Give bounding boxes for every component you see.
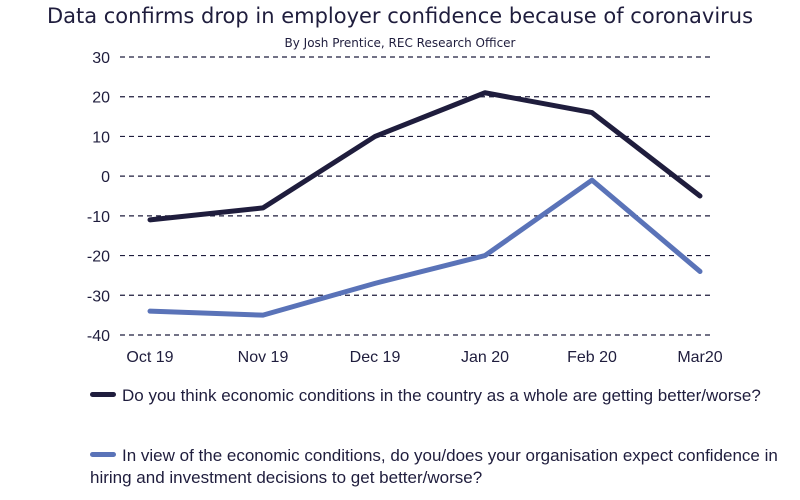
- legend-swatch-blue: [90, 452, 116, 458]
- y-tick-label: -40: [87, 328, 110, 345]
- legend-item-economic-conditions: Do you think economic conditions in the …: [90, 385, 780, 407]
- y-tick-label: 20: [92, 90, 110, 107]
- legend-label-hiring-confidence: In view of the economic conditions, do y…: [90, 446, 778, 487]
- x-tick-label: Dec 19: [350, 349, 401, 366]
- x-tick-label: Nov 19: [238, 349, 289, 366]
- chart-title: Data confirms drop in employer confidenc…: [46, 4, 754, 28]
- x-tick-label: Mar20: [677, 349, 722, 366]
- legend-label-economic-conditions: Do you think economic conditions in the …: [122, 386, 761, 405]
- y-tick-label: 10: [92, 129, 110, 146]
- y-tick-label: -30: [87, 288, 110, 305]
- legend-swatch-dark: [90, 392, 116, 398]
- x-tick-label: Feb 20: [567, 349, 617, 366]
- series-line-1: [147, 177, 703, 318]
- x-tick-label: Jan 20: [461, 349, 509, 366]
- y-tick-label: -10: [87, 209, 110, 226]
- y-tick-label: 30: [92, 50, 110, 67]
- y-tick-label: 0: [101, 169, 110, 186]
- x-tick-label: Oct 19: [126, 349, 173, 366]
- legend-item-hiring-confidence: In view of the economic conditions, do y…: [90, 445, 780, 489]
- series-line-0: [147, 90, 703, 223]
- line-chart: 30 20 10 0 -10 -20 -30 -40 Oct 19 Nov 19 Dec 19 Ja…: [87, 50, 723, 366]
- y-tick-label: -20: [87, 249, 110, 266]
- chart-subtitle: By Josh Prentice, REC Research Officer: [284, 36, 516, 50]
